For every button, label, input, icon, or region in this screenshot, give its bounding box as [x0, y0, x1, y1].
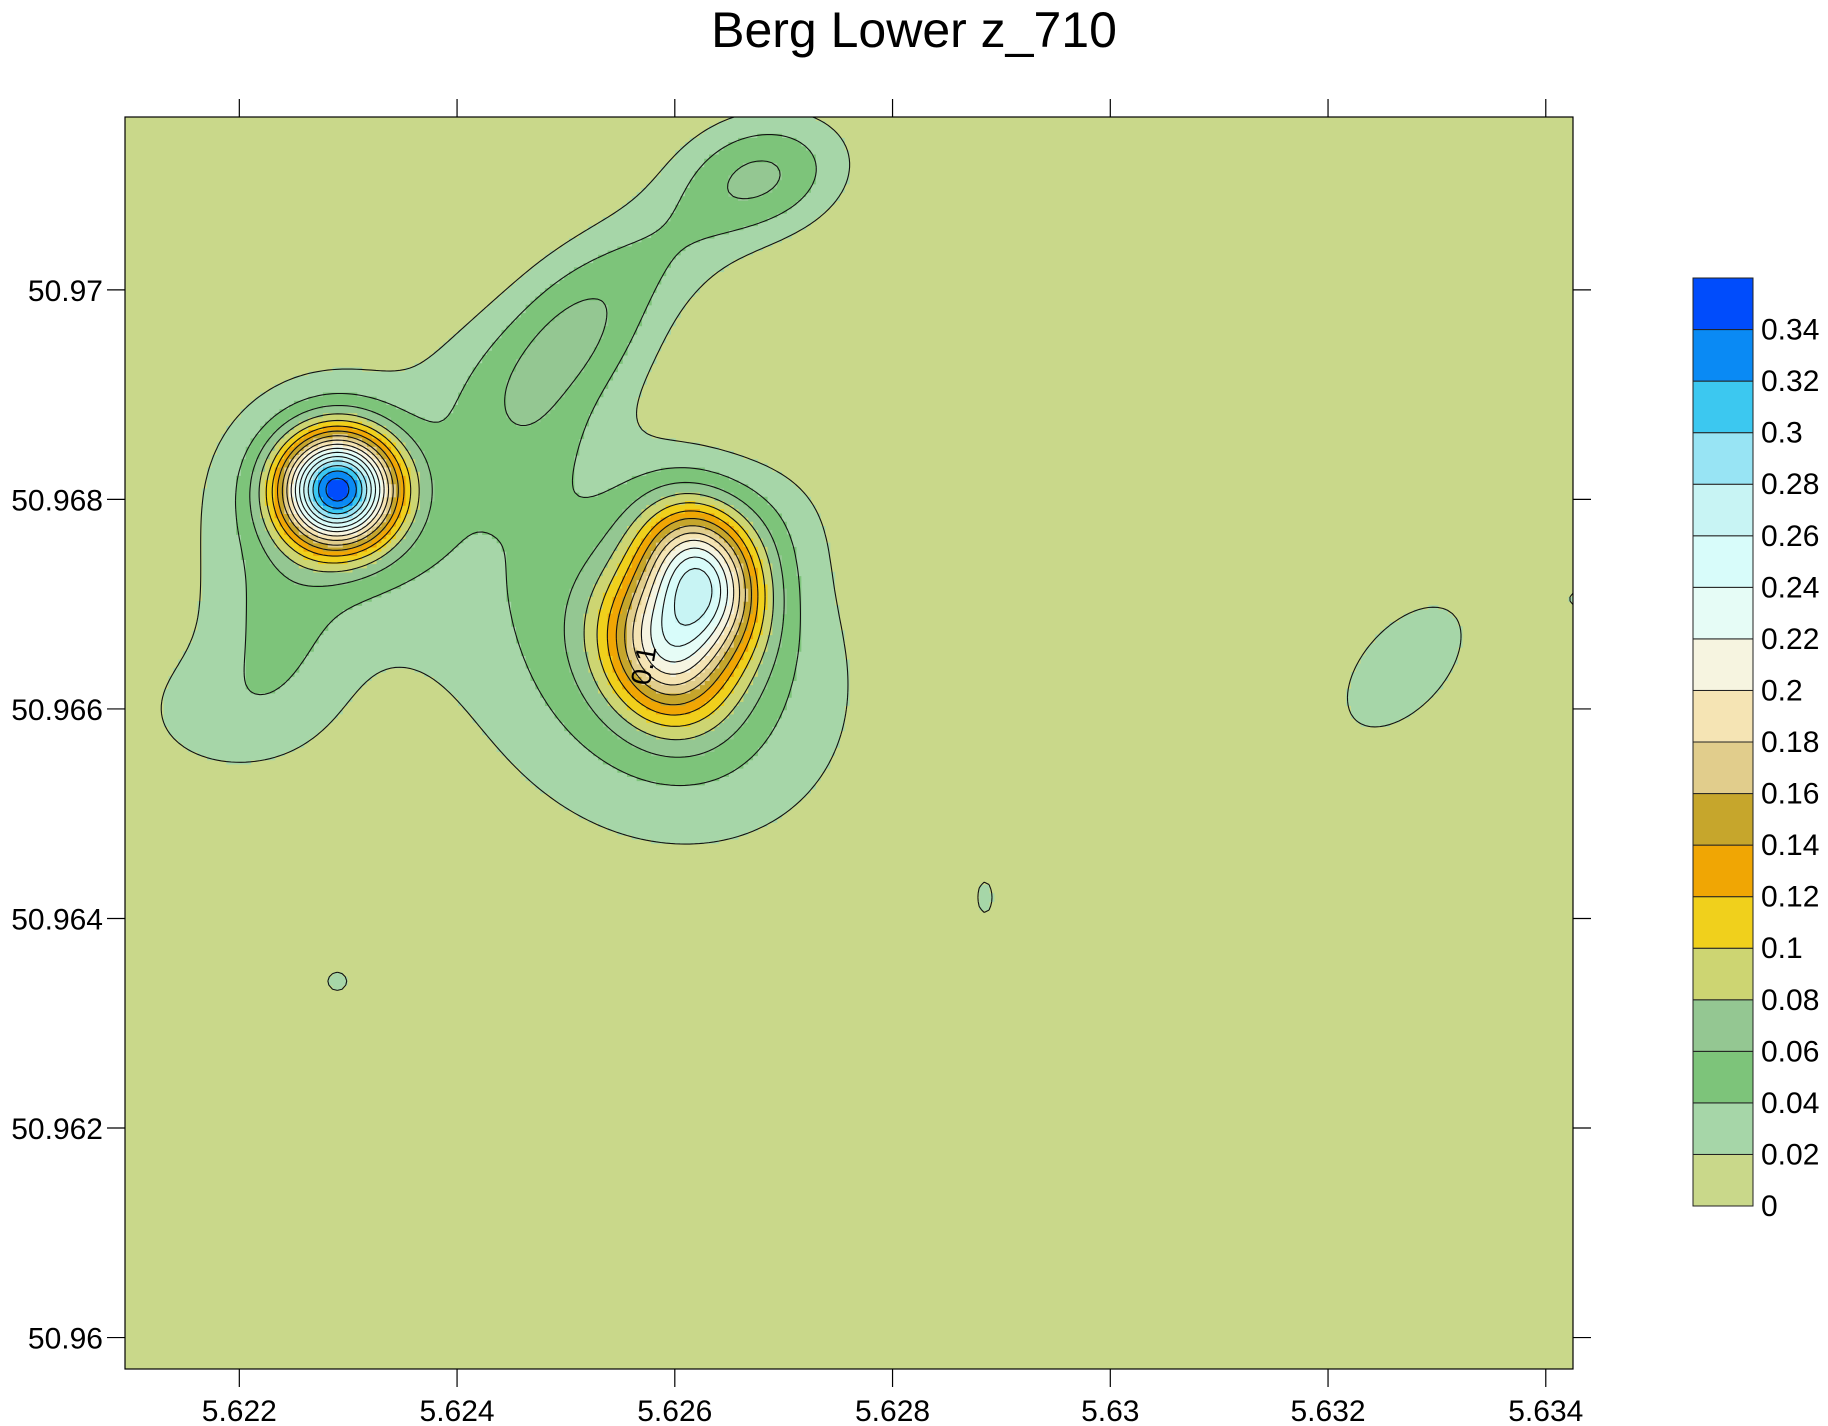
colorbar-label-5: 0.1	[1761, 932, 1803, 965]
colorbar-label-12: 0.24	[1761, 571, 1819, 604]
colorbar-swatch-6	[1692, 844, 1754, 898]
colorbar-swatch-5	[1692, 896, 1754, 949]
contour-label-0: 0.1	[625, 644, 662, 688]
plot-frame	[124, 116, 1574, 1370]
colorbar-label-11: 0.22	[1761, 623, 1819, 656]
colorbar-label-2: 0.04	[1761, 1087, 1819, 1120]
colorbar-swatch-14	[1692, 432, 1754, 485]
colorbar-swatch-11	[1692, 586, 1754, 640]
contour-line-12	[299, 451, 722, 647]
y-tick-label-0: 50.96	[28, 1323, 103, 1356]
y-tick-label-1: 50.962	[11, 1113, 103, 1146]
colorbar-label-13: 0.26	[1761, 520, 1819, 553]
contour-line-3	[249, 160, 785, 758]
y-tick-label-5: 50.97	[28, 275, 103, 308]
axes: 5.622 5.624 5.626 5.628 5.63 5.632 5.634 50.96 5…	[11, 99, 1591, 1426]
colorbar-label-6: 0.12	[1761, 881, 1819, 914]
contour-line-16	[318, 470, 357, 509]
colorbar-label-16: 0.32	[1761, 365, 1819, 398]
colorbar-swatch-8	[1692, 741, 1754, 795]
contour-band-17	[327, 480, 348, 502]
y-tick-label-4: 50.968	[11, 484, 103, 517]
contour-band-0	[125, 117, 1573, 1369]
colorbar-swatch-15	[1692, 380, 1754, 434]
colorbar-label-0: 0	[1761, 1190, 1778, 1223]
contour-line-11	[294, 447, 729, 663]
x-tick-label-1: 5.624	[420, 1395, 495, 1426]
x-tick-label-2: 5.626	[637, 1395, 712, 1426]
colorbar-swatch-10	[1692, 638, 1754, 691]
colorbar-swatch-2	[1692, 1050, 1754, 1104]
colorbar-label-15: 0.3	[1761, 417, 1803, 450]
contour-line-1	[160, 117, 1573, 991]
colorbar-label-4: 0.08	[1761, 984, 1819, 1017]
colorbar-label-3: 0.06	[1761, 1035, 1819, 1068]
plot-area: 0.1	[125, 117, 1573, 1369]
colorbar-label-14: 0.28	[1761, 468, 1819, 501]
colorbar-swatch-3	[1692, 999, 1754, 1052]
x-tick-label-6: 5.634	[1508, 1395, 1583, 1426]
colorbar-swatch-17	[1692, 277, 1754, 331]
x-tick-label-5: 5.632	[1290, 1395, 1365, 1426]
y-tick-label-2: 50.964	[11, 903, 103, 936]
colorbar-swatch-0	[1692, 1153, 1754, 1207]
x-tick-label-0: 5.622	[202, 1395, 277, 1426]
x-tick-label-3: 5.628	[855, 1395, 930, 1426]
colorbar-label-8: 0.16	[1761, 778, 1819, 811]
contour-line-9	[286, 439, 741, 686]
colorbar-swatch-13	[1692, 483, 1754, 537]
contour-line-17	[325, 477, 350, 502]
colorbar-swatch-16	[1692, 329, 1754, 382]
contour-line-2	[234, 134, 817, 787]
contour-line-13	[303, 455, 713, 626]
colorbar-legend: 0 0.02 0.04 0.06 0.08 0.1 0.12 0.14 0.16 0.18 0.2 0…	[1692, 277, 1819, 1223]
colorbar-label-17: 0.34	[1761, 314, 1819, 347]
colorbar-label-7: 0.14	[1761, 829, 1819, 862]
contour-line-6	[271, 425, 759, 716]
contour-line-14	[307, 460, 368, 520]
colorbar-swatch-12	[1692, 535, 1754, 588]
colorbar-label-9: 0.18	[1761, 726, 1819, 759]
contour-line-10	[290, 443, 735, 675]
contour-line-5	[265, 419, 766, 727]
contour-line-4	[258, 413, 774, 741]
chart-title: Berg Lower z_710	[711, 2, 1117, 58]
colorbar-label-10: 0.2	[1761, 674, 1803, 707]
colorbar-swatch-4	[1692, 947, 1754, 1001]
colorbar-swatch-1	[1692, 1102, 1754, 1155]
contour-line-8	[281, 435, 746, 696]
colorbar-swatch-7	[1692, 793, 1754, 846]
y-tick-label-3: 50.966	[11, 694, 103, 727]
contour-line-7	[276, 430, 753, 706]
colorbar-label-1: 0.02	[1761, 1138, 1819, 1171]
x-tick-label-4: 5.63	[1081, 1395, 1139, 1426]
colorbar-swatch-9	[1692, 689, 1754, 743]
contour-line-15	[312, 464, 363, 515]
